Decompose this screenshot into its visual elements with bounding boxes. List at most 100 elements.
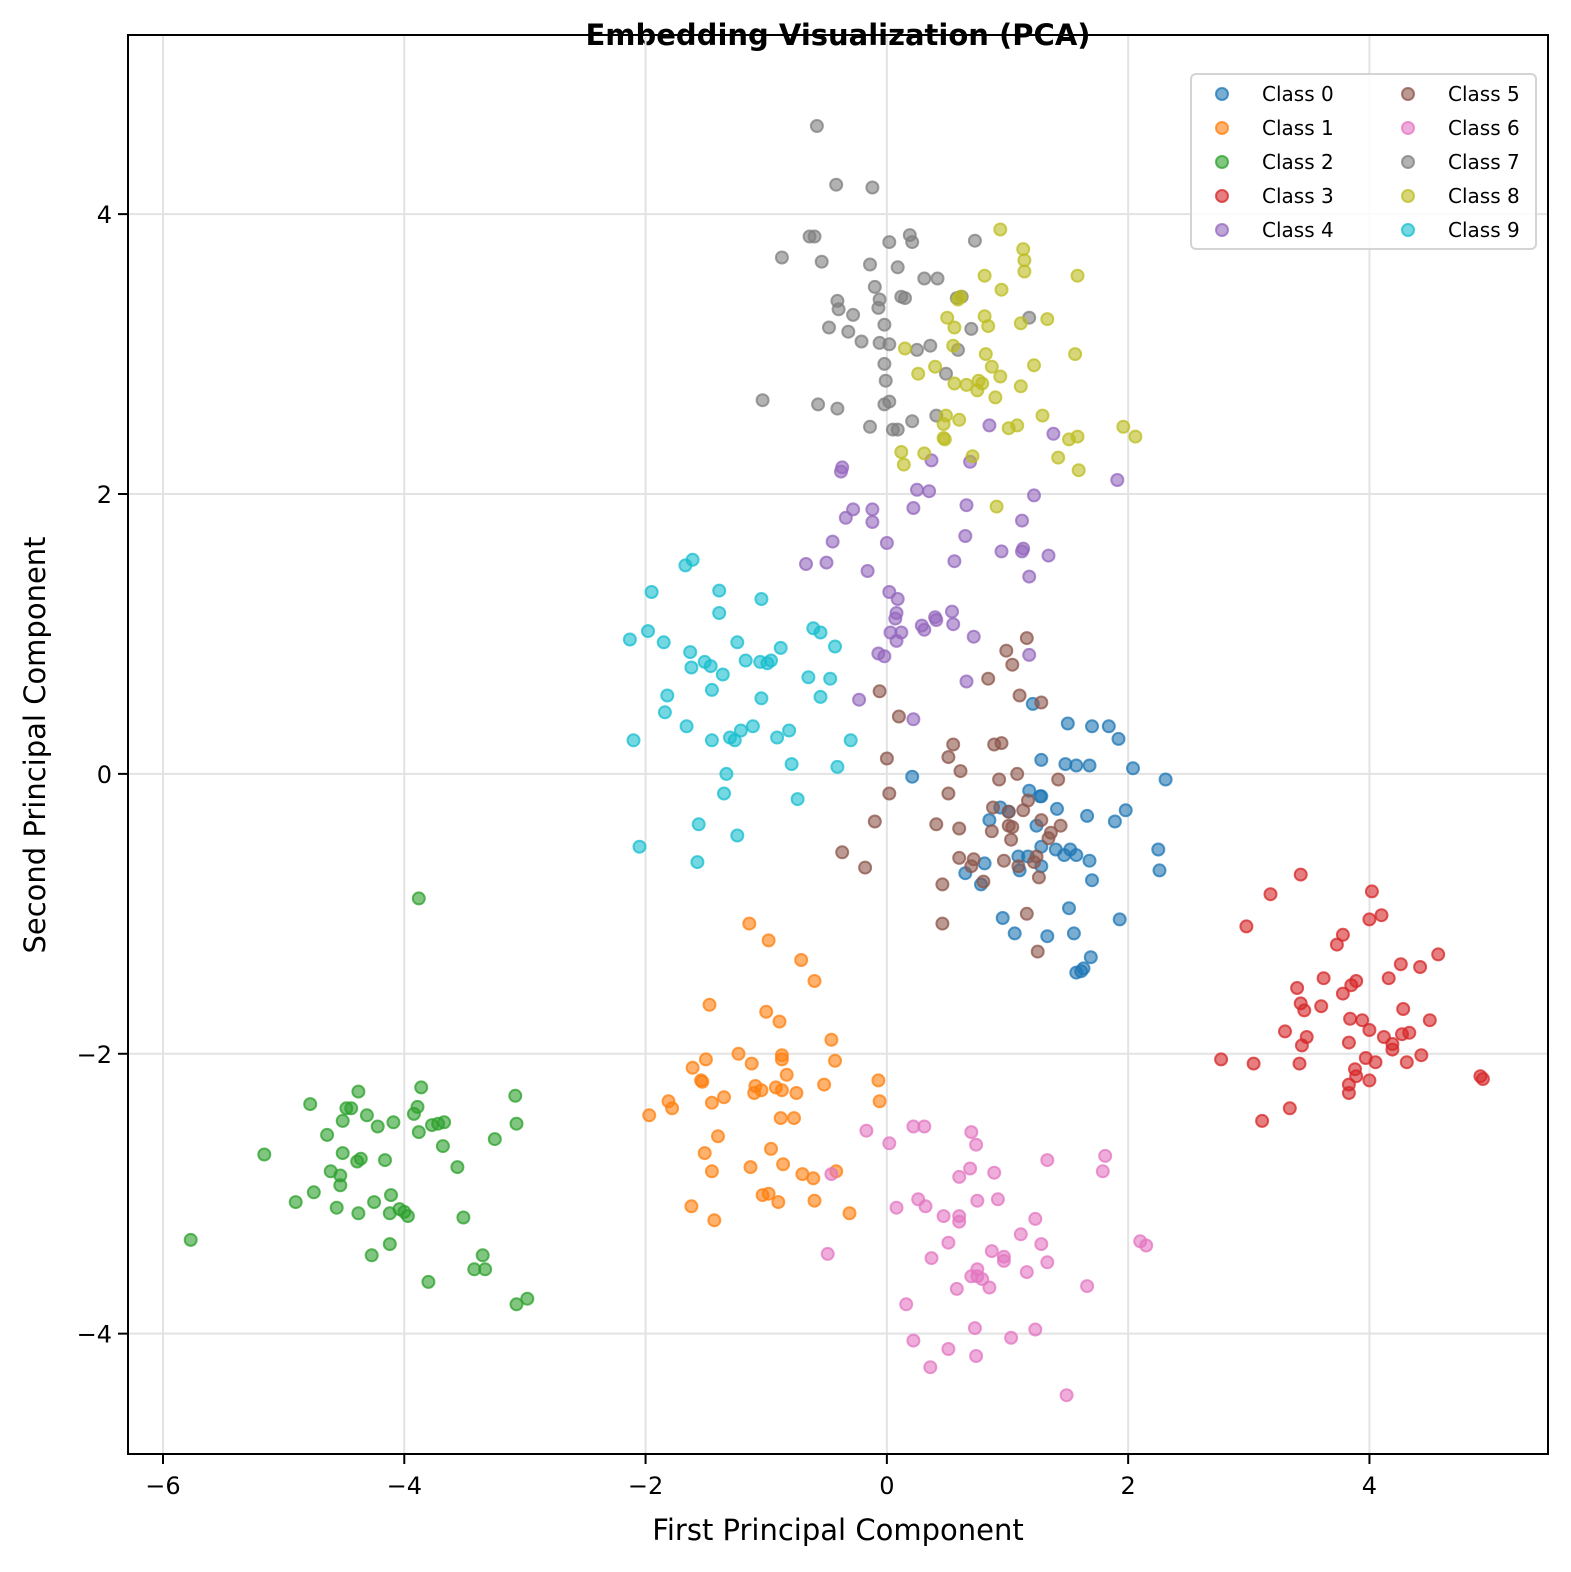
data-point: [351, 1206, 366, 1221]
x-axis-ticks: −6 −4 −2 0 2 4: [145, 1454, 1377, 1500]
data-point: [1071, 463, 1086, 478]
data-point: [882, 235, 897, 250]
data-point: [644, 585, 659, 599]
x-axis-label: First Principal Component: [652, 1513, 1023, 1547]
data-point: [894, 445, 909, 459]
data-point: [717, 786, 731, 801]
data-point: [1068, 347, 1083, 362]
data-point: [1335, 927, 1350, 942]
data-point: [947, 376, 962, 391]
data-point: [929, 613, 944, 627]
legend-item: Class 6: [1401, 116, 1520, 140]
data-point: [806, 1171, 821, 1186]
data-point: [776, 1157, 791, 1172]
data-point: [959, 377, 974, 392]
data-point: [1007, 926, 1022, 941]
data-point: [1074, 964, 1089, 979]
data-point: [879, 536, 894, 550]
legend-marker: [1215, 223, 1229, 237]
data-point: [794, 953, 809, 967]
series-class-5: [835, 631, 1068, 959]
data-point: [969, 1137, 984, 1152]
data-point: [759, 1004, 774, 1019]
data-point: [910, 482, 924, 497]
data-point: [1066, 926, 1081, 941]
data-point: [858, 860, 873, 875]
data-point: [1035, 408, 1050, 423]
data-point: [344, 1101, 359, 1116]
series-class-1: [642, 916, 887, 1228]
data-point: [882, 394, 897, 409]
data-point: [930, 271, 945, 286]
legend-label: Class 9: [1448, 218, 1520, 242]
data-point: [996, 1253, 1011, 1268]
data-point: [1385, 1042, 1400, 1057]
series-class-4: [799, 418, 1125, 727]
data-point: [817, 1077, 832, 1092]
data-point: [1040, 1153, 1055, 1168]
data-point: [1362, 1073, 1377, 1088]
data-point: [981, 319, 996, 334]
data-point: [982, 813, 997, 828]
data-point: [940, 310, 955, 325]
data-point: [702, 997, 717, 1012]
data-point: [969, 1349, 984, 1363]
legend-item: Class 2: [1215, 150, 1334, 174]
data-point: [990, 1192, 1005, 1207]
y-tick-label: −4: [77, 1321, 112, 1349]
data-point: [1004, 832, 1019, 847]
data-point: [1028, 1211, 1043, 1226]
legend-label: Class 4: [1262, 218, 1334, 242]
data-point: [935, 877, 950, 892]
data-point: [1128, 429, 1143, 444]
legend-box: [1190, 73, 1537, 250]
series-class-2: [183, 891, 535, 1312]
data-point: [1422, 1013, 1437, 1028]
data-point: [889, 1200, 904, 1215]
data-point: [1080, 1279, 1095, 1294]
data-point: [947, 320, 962, 335]
data-point: [1431, 947, 1446, 962]
data-point: [984, 824, 999, 839]
data-point: [996, 853, 1011, 868]
data-point: [941, 786, 956, 801]
data-point: [824, 1032, 839, 1047]
data-point: [1085, 873, 1099, 888]
data-point: [774, 250, 789, 265]
data-point: [917, 622, 932, 637]
data-point: [1316, 971, 1331, 986]
data-point: [807, 974, 822, 988]
data-point: [774, 1083, 789, 1098]
legend-label: Class 3: [1262, 184, 1334, 208]
data-point: [1005, 820, 1020, 835]
data-point: [414, 1080, 429, 1095]
data-point: [813, 625, 828, 640]
data-point: [779, 1067, 794, 1082]
data-point: [807, 229, 822, 244]
data-point: [475, 1248, 490, 1263]
data-point: [843, 733, 858, 748]
data-point: [953, 289, 968, 304]
legend-label: Class 7: [1448, 150, 1520, 174]
data-point: [790, 792, 805, 807]
data-point: [1399, 1055, 1414, 1070]
data-point: [1158, 772, 1173, 787]
data-point: [704, 1164, 719, 1179]
data-point: [704, 1095, 719, 1110]
data-point: [679, 719, 694, 734]
data-point: [1013, 379, 1028, 394]
data-point: [1051, 450, 1066, 465]
data-point: [1019, 631, 1034, 646]
x-tick-label: 0: [879, 1472, 894, 1500]
legend-item: Class 1: [1215, 116, 1334, 140]
data-point: [1362, 1023, 1377, 1037]
data-point: [1112, 912, 1127, 927]
data-point: [830, 759, 845, 774]
data-point: [685, 1060, 700, 1075]
x-tick-label: −2: [628, 1472, 663, 1500]
x-tick-label: 2: [1121, 1472, 1136, 1500]
data-point: [922, 484, 937, 499]
legend-label: Class 2: [1262, 150, 1334, 174]
data-point: [965, 449, 980, 464]
data-point: [1069, 758, 1084, 773]
